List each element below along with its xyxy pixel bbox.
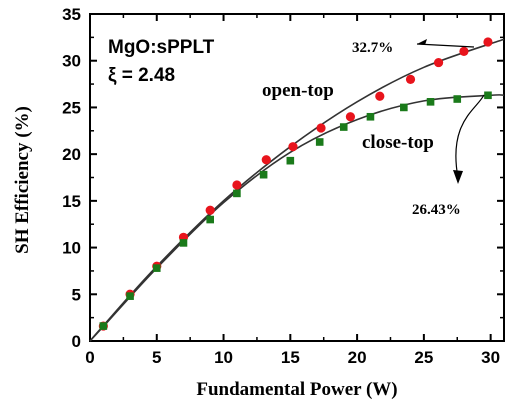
xi-annotation: ξ = 2.48	[108, 65, 175, 86]
x-tick-label: 0	[85, 348, 94, 367]
x-tick-label: 10	[214, 348, 233, 367]
close-top-point	[315, 138, 324, 146]
open-top-point	[316, 123, 326, 133]
open-top-point	[288, 142, 298, 152]
y-tick-label: 15	[62, 192, 81, 211]
y-tick-label: 10	[62, 239, 81, 258]
close-top-point	[126, 292, 134, 300]
x-axis: 0 5 10 15 20 25 30	[85, 14, 500, 367]
fit-curves	[89, 38, 505, 342]
close-top-point	[286, 156, 295, 165]
open-top-end-value: 32.7%	[352, 40, 393, 56]
open-top-point	[405, 74, 416, 84]
close-top-point	[453, 95, 462, 103]
y-tick-label: 25	[62, 98, 81, 117]
close-top-point	[206, 215, 214, 224]
open-top-arrow	[416, 43, 475, 48]
close-top-point	[366, 112, 375, 121]
data-points	[98, 37, 493, 331]
x-tick-label: 5	[152, 348, 161, 367]
close-top-arrowhead	[453, 170, 463, 184]
close-top-point	[152, 264, 161, 272]
x-tick-label: 15	[281, 348, 300, 367]
close-top-point	[426, 98, 435, 106]
material-annotation: MgO:sPPLT	[108, 37, 215, 58]
open-top-arrowhead	[417, 39, 427, 45]
y-tick-label: 20	[62, 145, 81, 164]
close-top-label: close-top	[362, 132, 434, 153]
close-top-point	[179, 239, 188, 247]
close-top-point	[484, 91, 492, 100]
y-tick-label: 35	[62, 5, 81, 24]
open-top-point	[433, 57, 444, 68]
open-top-point	[345, 112, 356, 122]
y-tick-label: 0	[72, 332, 81, 351]
y-axis-title: SH Efficiency (%)	[12, 106, 33, 254]
open-top-label: open-top	[262, 80, 334, 101]
open-top-point	[261, 155, 271, 165]
x-axis-title: Fundamental Power (W)	[196, 379, 397, 400]
open-top-point	[459, 46, 469, 56]
y-axis: 0 5 10 15 20 25 30 35	[62, 5, 504, 351]
y-tick-label: 30	[62, 52, 81, 71]
close-top-point	[400, 103, 408, 112]
close-top-point	[99, 322, 108, 330]
x-tick-label: 30	[481, 348, 500, 367]
close-top-point	[259, 170, 268, 179]
close-top-point	[233, 189, 241, 198]
close-top-arrow	[455, 94, 485, 179]
x-tick-label: 25	[414, 348, 433, 367]
x-tick-label: 20	[348, 348, 367, 367]
close-top-end-value: 26.43%	[412, 202, 461, 218]
close-top-fit-curve	[89, 94, 505, 342]
open-top-point	[232, 180, 242, 190]
open-top-point	[375, 91, 385, 101]
y-tick-label: 5	[72, 285, 81, 304]
open-top-point	[205, 205, 215, 215]
open-top-point	[483, 37, 493, 47]
close-top-point	[339, 123, 348, 131]
